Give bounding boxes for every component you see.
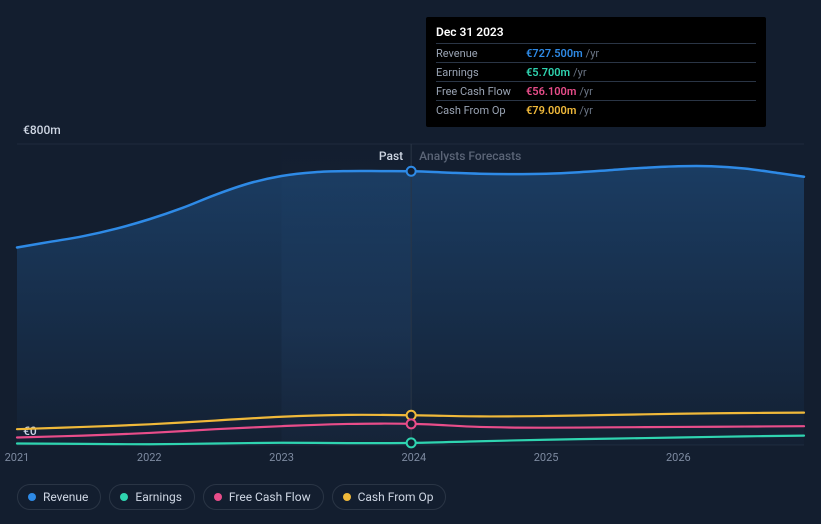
tooltip-row: Earnings€5.700m/yr	[436, 62, 756, 81]
legend-item[interactable]: Free Cash Flow	[203, 484, 324, 510]
svg-text:2021: 2021	[5, 451, 30, 464]
svg-text:2024: 2024	[401, 451, 426, 464]
tooltip-date: Dec 31 2023	[436, 25, 756, 39]
legend-item[interactable]: Revenue	[17, 484, 101, 510]
tooltip-row-label: Free Cash Flow	[436, 85, 526, 98]
legend-label: Cash From Op	[358, 490, 434, 504]
svg-text:2022: 2022	[137, 451, 162, 464]
tooltip-row-value: €727.500m	[526, 47, 583, 60]
svg-text:2025: 2025	[534, 451, 559, 464]
legend-label: Free Cash Flow	[229, 490, 311, 504]
tooltip-row: Free Cash Flow€56.100m/yr	[436, 81, 756, 100]
tooltip-row-value: €79.000m	[526, 104, 576, 117]
legend-dot-icon	[120, 493, 128, 501]
legend-dot-icon	[343, 493, 351, 501]
legend-label: Revenue	[43, 490, 88, 504]
svg-text:Past: Past	[379, 149, 403, 163]
legend-item[interactable]: Cash From Op	[332, 484, 447, 510]
legend: Revenue Earnings Free Cash Flow Cash From O…	[17, 484, 446, 510]
tooltip-row: Revenue€727.500m/yr	[436, 43, 756, 62]
financials-chart: €0€800mPastAnalysts Forecasts20212022202…	[0, 0, 821, 524]
tooltip-row-unit: /yr	[579, 104, 592, 117]
tooltip-row-unit: /yr	[586, 47, 599, 60]
tooltip-row-unit: /yr	[573, 66, 586, 79]
legend-dot-icon	[214, 493, 222, 501]
tooltip-row-unit: /yr	[579, 85, 592, 98]
legend-item[interactable]: Earnings	[109, 484, 195, 510]
tooltip-row-label: Cash From Op	[436, 104, 526, 117]
tooltip-row-label: Earnings	[436, 66, 526, 79]
tooltip-row-value: €56.100m	[526, 85, 576, 98]
tooltip-row-label: Revenue	[436, 47, 526, 60]
svg-text:2026: 2026	[666, 451, 691, 464]
legend-dot-icon	[28, 493, 36, 501]
legend-label: Earnings	[135, 490, 182, 504]
svg-text:2023: 2023	[269, 451, 294, 464]
hover-tooltip: Dec 31 2023 Revenue€727.500m/yrEarnings€…	[426, 17, 766, 127]
svg-text:€800m: €800m	[23, 123, 61, 137]
tooltip-row-value: €5.700m	[526, 66, 570, 79]
svg-text:Analysts Forecasts: Analysts Forecasts	[419, 149, 521, 163]
tooltip-row: Cash From Op€79.000m/yr	[436, 100, 756, 119]
